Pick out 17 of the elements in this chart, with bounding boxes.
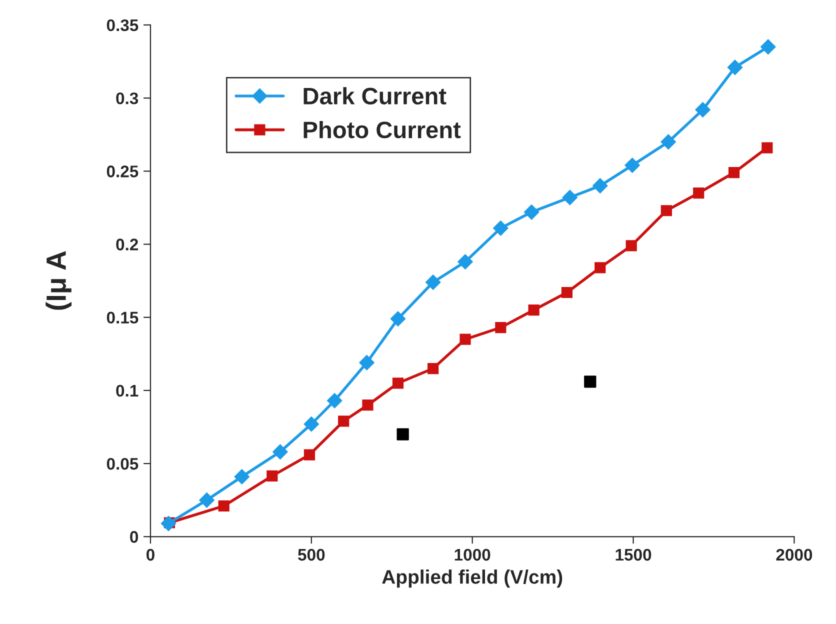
x-tick-label: 1000 xyxy=(454,548,490,561)
legend-label: Photo Current xyxy=(304,120,461,138)
x-tick-label: 500 xyxy=(298,548,325,561)
y-tick-label: 0 xyxy=(130,531,138,543)
y-tick-label: 0.2 xyxy=(116,238,138,250)
y-tick-label: 0.25 xyxy=(106,166,138,178)
y-tick-label: 0.05 xyxy=(106,458,138,470)
y-tick-label: 0.35 xyxy=(106,19,138,32)
y-tick-label: 0.1 xyxy=(116,384,138,397)
x-tick-label: 1500 xyxy=(616,548,652,561)
legend-label: Dark Current xyxy=(304,87,446,104)
y-tick-label: 0.3 xyxy=(116,92,138,104)
y-axis-title: (Iμ A xyxy=(46,251,72,310)
x-tick-label: 0 xyxy=(146,548,154,561)
x-tick-label: 2000 xyxy=(776,548,812,561)
x-axis-title: Applied field (V/cm) xyxy=(382,570,562,588)
y-tick-label: 0.15 xyxy=(106,312,138,324)
